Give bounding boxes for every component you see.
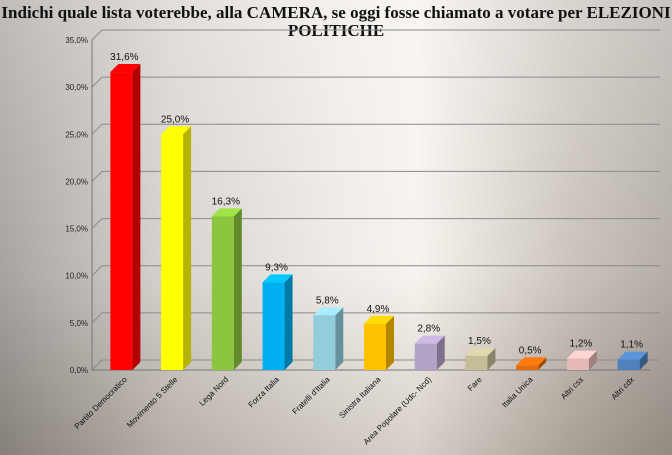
data-label: 1,1% — [620, 340, 643, 351]
bar-top — [262, 274, 293, 283]
bar-top — [516, 357, 547, 366]
data-label: 1,2% — [570, 339, 593, 350]
gridline — [91, 123, 660, 135]
x-tick-label: Lega Nord — [197, 375, 230, 408]
bar — [161, 134, 184, 370]
y-tick-label: 30,0% — [65, 83, 88, 92]
x-tick-label: Partito Democratico — [73, 375, 129, 431]
bar — [313, 315, 336, 370]
bar-side — [284, 274, 293, 370]
y-tick-label: 15,0% — [65, 225, 88, 234]
bar — [110, 72, 133, 371]
gridline — [91, 218, 660, 229]
bar-top — [110, 64, 141, 73]
bar-side — [132, 64, 141, 371]
bar-top — [313, 307, 344, 316]
data-label: 0,5% — [519, 345, 542, 356]
data-label: 16,3% — [212, 196, 240, 207]
bar — [516, 365, 539, 370]
data-label: 25,0% — [161, 114, 189, 125]
y-tick-label: 5,0% — [70, 319, 88, 328]
bar — [465, 355, 488, 370]
data-label: 2,8% — [417, 324, 440, 335]
bar — [414, 343, 437, 370]
x-tick-label: Fare — [466, 375, 484, 393]
gridline — [91, 170, 660, 182]
bar — [617, 359, 640, 370]
bar — [566, 358, 589, 370]
bar-side — [335, 307, 344, 370]
y-tick-label: 0,0% — [70, 366, 88, 375]
gridline — [91, 76, 660, 88]
x-tick-label: Altri csx — [559, 375, 585, 401]
gridline — [91, 265, 660, 277]
bar-side — [233, 208, 242, 370]
bar — [211, 216, 234, 370]
x-tick-label: Movimento 5 Stelle — [125, 375, 180, 430]
x-tick-label: Italia Unica — [500, 375, 535, 410]
x-tick-label: Forza Italia — [247, 375, 282, 410]
bar-side — [588, 350, 597, 370]
bar-side — [538, 357, 547, 370]
bar-side — [386, 315, 394, 370]
bar-side — [183, 126, 192, 371]
bar-top — [364, 315, 394, 324]
y-tick-label: 25,0% — [65, 130, 88, 139]
gridline — [91, 312, 660, 324]
y-tick-label: 20,0% — [65, 177, 88, 186]
x-tick-label: Fratelli d'Italia — [291, 375, 332, 416]
data-label: 9,3% — [265, 262, 288, 273]
bar-side — [487, 347, 496, 370]
x-tick-label: Sinistra Italiana — [337, 375, 382, 420]
data-label: 31,6% — [110, 52, 138, 63]
bar-side — [436, 335, 445, 370]
bar-top — [211, 208, 242, 217]
y-tick-label: 10,0% — [65, 272, 88, 281]
bar-top — [414, 335, 445, 344]
bar-top — [161, 126, 192, 135]
data-label: 5,8% — [316, 295, 339, 306]
bar — [262, 282, 285, 370]
y-tick-label: 35,0% — [65, 36, 88, 45]
bar-top — [465, 347, 496, 356]
bar — [364, 323, 386, 370]
data-label: 4,9% — [367, 304, 390, 315]
data-label: 1,5% — [468, 336, 491, 347]
bar-side — [639, 351, 648, 370]
x-tick-label: Altri cdx — [610, 375, 636, 401]
bar-top — [566, 350, 597, 359]
chart-title: Indichi quale lista voterebbe, alla CAME… — [1, 3, 671, 40]
bar-top — [617, 351, 648, 360]
gridline — [91, 29, 660, 41]
